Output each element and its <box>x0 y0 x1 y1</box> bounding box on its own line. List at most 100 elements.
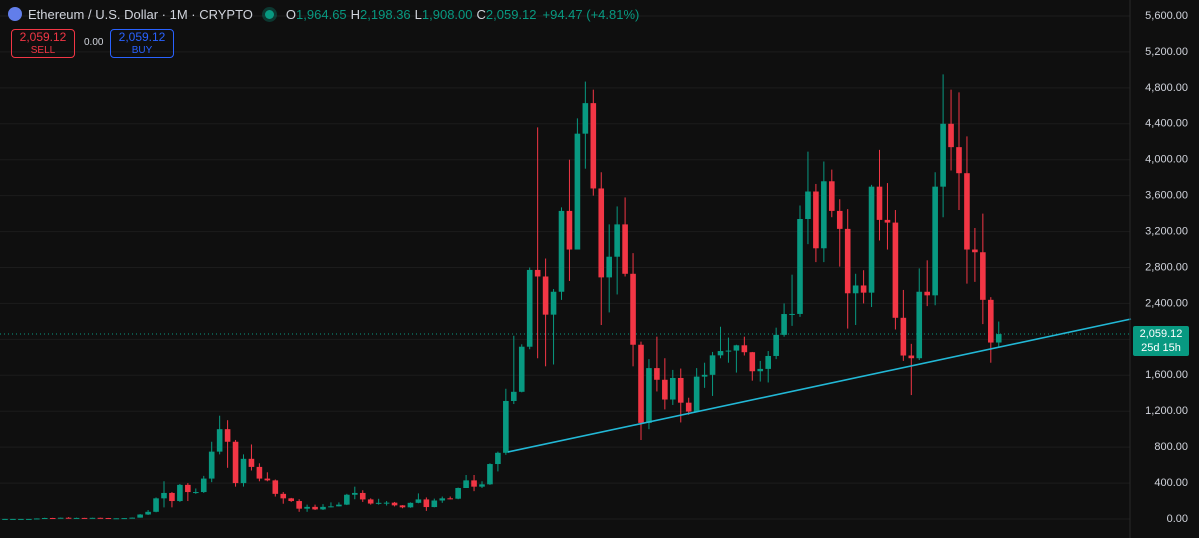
candle-body <box>248 458 255 467</box>
candle-body <box>81 517 88 519</box>
candle-body <box>26 518 32 520</box>
candle-body <box>73 517 80 519</box>
candle-body <box>614 224 620 257</box>
candle-body <box>805 191 811 219</box>
candle-body <box>526 269 533 347</box>
candle-body <box>129 517 135 519</box>
ohlc-value: 1,908.00 <box>421 6 473 22</box>
candle-body <box>161 492 167 499</box>
candle-body <box>200 478 207 493</box>
candle-body <box>145 511 151 515</box>
candle-body <box>940 123 946 187</box>
candle-body <box>606 256 612 278</box>
candle-body <box>89 517 96 519</box>
candle-body <box>749 352 756 372</box>
ohlc-key: H <box>350 6 361 22</box>
candle-body <box>836 210 843 229</box>
candle-body <box>65 517 72 519</box>
candle-body <box>964 173 970 250</box>
candle-body <box>487 464 493 485</box>
candle-body <box>518 346 525 392</box>
candle-body <box>670 377 676 400</box>
candle-body <box>908 355 915 359</box>
candle-body <box>288 498 294 502</box>
candle-body <box>399 505 406 508</box>
legend: Ethereum / U.S. Dollar · 1M · CRYPTO O 1,… <box>8 4 639 24</box>
candle-body <box>789 313 795 315</box>
candle-body <box>582 103 589 134</box>
candle-body <box>566 210 573 250</box>
candle-body <box>34 518 40 520</box>
candle-body <box>121 518 128 520</box>
candle-body <box>10 518 16 520</box>
candle-body <box>980 252 986 300</box>
candle-body <box>590 103 597 189</box>
candle-body <box>375 502 382 504</box>
candle-body <box>701 374 708 377</box>
candle-body <box>344 494 350 505</box>
candle-body <box>359 492 366 500</box>
candle-body <box>995 334 1002 343</box>
buy-button[interactable]: 2,059.12 BUY <box>110 29 174 58</box>
candle-body <box>367 499 374 504</box>
last-price: 2,059.12 <box>1139 328 1183 340</box>
candle-body <box>892 222 899 318</box>
y-tick-label: 4,000.00 <box>1145 154 1188 166</box>
ohlc-key: L <box>414 6 422 22</box>
ohlc-value: 2,198.36 <box>360 6 411 22</box>
candle-body <box>320 506 326 510</box>
candle-body <box>169 492 175 502</box>
ohlc-value: 1,964.65 <box>296 6 347 22</box>
candle-body <box>511 391 517 401</box>
candle-body <box>622 224 628 274</box>
candle-body <box>677 377 684 403</box>
candle-body <box>296 501 302 509</box>
sell-button[interactable]: 2,059.12 SELL <box>11 29 75 58</box>
candle-body <box>383 502 390 504</box>
sell-price: 2,059.12 <box>19 30 67 44</box>
price-tag: 2,059.12 25d 15h <box>1133 326 1189 356</box>
candle-body <box>916 291 923 359</box>
candle-body <box>423 499 430 508</box>
candle-body <box>49 518 56 520</box>
candle-body <box>844 228 851 294</box>
y-tick-label: 0.00 <box>1167 513 1188 525</box>
candle-body <box>97 517 104 519</box>
candle-body <box>193 492 199 494</box>
ohlc-value: 2,059.12 <box>485 6 537 22</box>
ohlc-key: C <box>476 6 486 22</box>
candle-body <box>852 285 859 294</box>
candle-body <box>654 368 660 380</box>
candle-body <box>391 502 398 506</box>
candle-body <box>208 451 215 479</box>
trend-line <box>507 318 1132 453</box>
candle-body <box>57 517 64 519</box>
candle-body <box>224 429 231 442</box>
candle-body <box>765 355 771 369</box>
spread: 0.00 <box>84 37 104 48</box>
candle-body <box>781 314 787 335</box>
candle-body <box>860 285 867 293</box>
candle-body <box>479 484 485 487</box>
candle-body <box>2 518 8 520</box>
candle-body <box>471 480 477 487</box>
buy-price: 2,059.12 <box>118 30 166 44</box>
candle-body <box>741 345 748 353</box>
y-tick-label: 4,800.00 <box>1145 82 1188 94</box>
status-dot <box>264 9 274 19</box>
candle-body <box>447 498 453 500</box>
candle-body <box>415 499 422 503</box>
candle-body <box>216 429 223 452</box>
candle-body <box>264 478 271 481</box>
y-tick-label: 5,200.00 <box>1145 46 1188 58</box>
candle-body <box>495 452 501 465</box>
candle-body <box>312 506 318 510</box>
candle-body <box>630 273 636 345</box>
candle-body <box>821 181 827 249</box>
candle-body <box>956 147 962 174</box>
candle-body <box>455 488 461 499</box>
candle-body <box>534 269 541 277</box>
candle-body <box>829 181 835 211</box>
candle-body <box>773 334 779 356</box>
